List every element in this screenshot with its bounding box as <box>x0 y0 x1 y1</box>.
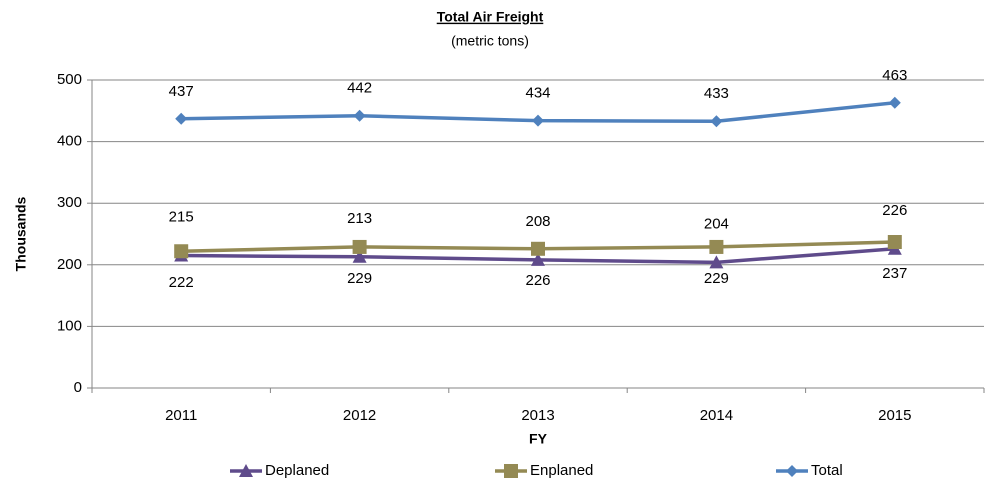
y-tick-label: 400 <box>57 133 82 150</box>
y-axis-label: Thousands <box>13 196 29 271</box>
data-point <box>709 255 724 269</box>
y-tick-label: 100 <box>57 317 82 334</box>
data-label: 213 <box>347 210 372 227</box>
data-label: 226 <box>882 202 907 219</box>
legend-marker <box>239 464 253 477</box>
x-tick-label: 2013 <box>521 407 554 424</box>
data-point <box>531 252 545 266</box>
y-tick-label: 0 <box>74 379 82 396</box>
y-tick-label: 500 <box>57 71 82 88</box>
x-axis-label: FY <box>529 431 548 447</box>
legend-marker <box>786 465 798 477</box>
data-point <box>174 244 189 259</box>
data-point <box>710 115 723 128</box>
legend-marker <box>504 464 518 478</box>
y-tick-label: 200 <box>57 256 82 273</box>
data-label: 208 <box>525 213 550 230</box>
legend-label: Deplaned <box>265 462 329 479</box>
data-label: 237 <box>882 265 907 282</box>
data-point <box>709 239 724 254</box>
data-label: 437 <box>169 83 194 100</box>
data-label: 229 <box>347 270 372 287</box>
data-point <box>531 241 545 256</box>
x-tick-label: 2012 <box>343 407 376 424</box>
legend-label: Enplaned <box>530 462 593 479</box>
data-point <box>353 109 366 122</box>
data-label: 226 <box>525 272 550 289</box>
data-label: 433 <box>704 85 729 102</box>
x-tick-label: 2014 <box>700 407 733 424</box>
legend-label: Total <box>811 462 843 479</box>
data-point <box>888 96 901 109</box>
x-tick-label: 2011 <box>165 407 197 424</box>
data-label: 215 <box>169 209 194 226</box>
data-point <box>352 239 367 254</box>
x-tick-label: 2015 <box>878 407 911 424</box>
chart-subtitle: (metric tons) <box>451 33 529 49</box>
data-point <box>352 249 367 263</box>
data-point <box>175 112 188 125</box>
data-label: 222 <box>169 274 194 291</box>
data-point <box>532 114 544 127</box>
chart-title: Total Air Freight <box>437 9 544 25</box>
data-label: 204 <box>704 215 729 232</box>
data-label: 442 <box>347 80 372 97</box>
data-label: 463 <box>882 67 907 84</box>
data-label: 434 <box>525 85 550 102</box>
data-point <box>887 235 902 250</box>
y-tick-label: 300 <box>57 194 82 211</box>
data-label: 229 <box>704 270 729 287</box>
